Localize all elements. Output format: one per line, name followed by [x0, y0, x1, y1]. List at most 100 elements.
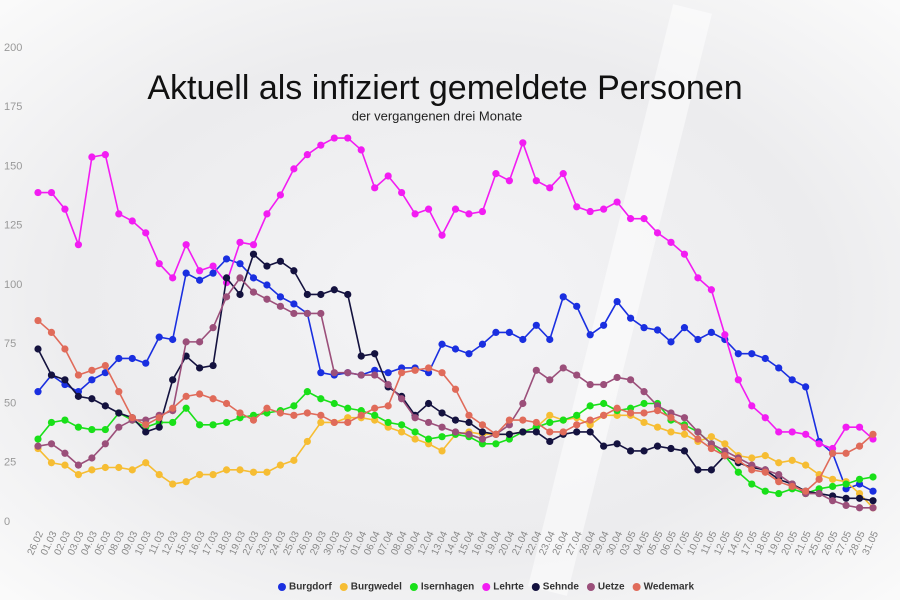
- point: [182, 478, 190, 486]
- point: [613, 440, 621, 448]
- point: [600, 321, 608, 329]
- point: [680, 447, 689, 455]
- y-tick-label: 125: [4, 220, 22, 232]
- point: [451, 345, 460, 353]
- point: [169, 376, 177, 384]
- point: [115, 463, 123, 472]
- point: [667, 238, 675, 246]
- point: [694, 274, 702, 282]
- point: [748, 466, 756, 474]
- point: [775, 471, 783, 479]
- point: [411, 435, 419, 443]
- point: [34, 345, 42, 353]
- point: [317, 369, 325, 377]
- point: [532, 366, 540, 374]
- point: [600, 411, 608, 419]
- point: [424, 435, 433, 443]
- point: [492, 170, 500, 178]
- point: [371, 184, 379, 192]
- point: [74, 392, 83, 400]
- point: [330, 369, 338, 377]
- point: [707, 286, 715, 294]
- point: [721, 440, 729, 448]
- y-tick-label: 0: [4, 516, 10, 528]
- point: [600, 380, 608, 389]
- point: [344, 418, 352, 427]
- point: [424, 399, 433, 408]
- point: [586, 402, 594, 410]
- point: [276, 293, 285, 301]
- point: [182, 241, 190, 249]
- point: [680, 414, 689, 422]
- point: [438, 340, 446, 348]
- point: [142, 359, 150, 367]
- point: [788, 428, 796, 436]
- point: [88, 376, 96, 384]
- legend-label: Sehnde: [543, 582, 580, 593]
- point: [600, 399, 608, 408]
- point: [775, 478, 783, 486]
- point: [451, 428, 460, 436]
- point: [303, 151, 311, 159]
- legend-marker: [409, 583, 418, 591]
- point: [222, 274, 231, 282]
- point: [505, 416, 513, 424]
- point: [115, 210, 123, 218]
- point: [47, 371, 56, 379]
- point: [142, 428, 150, 436]
- point: [317, 290, 325, 299]
- point: [707, 444, 715, 453]
- point: [842, 501, 850, 510]
- point: [492, 430, 500, 438]
- point: [398, 395, 406, 403]
- point: [721, 452, 729, 460]
- point: [303, 437, 311, 446]
- point: [276, 257, 285, 265]
- point: [74, 461, 83, 469]
- legend-label: Uetze: [598, 582, 625, 593]
- y-tick-label: 75: [4, 338, 16, 350]
- legend-marker: [531, 583, 540, 591]
- point: [263, 262, 271, 270]
- point: [74, 241, 83, 249]
- point: [613, 404, 621, 412]
- point: [155, 423, 163, 431]
- point: [209, 471, 217, 479]
- point: [626, 215, 635, 223]
- point: [640, 447, 648, 455]
- point: [869, 473, 877, 481]
- point: [263, 281, 271, 289]
- point: [788, 482, 796, 491]
- point: [586, 380, 594, 389]
- point: [640, 215, 648, 223]
- point: [411, 366, 419, 374]
- point: [276, 461, 285, 469]
- point: [61, 376, 69, 384]
- legend-marker: [632, 583, 641, 591]
- point: [290, 267, 298, 275]
- point: [613, 297, 621, 306]
- point: [626, 447, 635, 455]
- point: [465, 350, 473, 358]
- point: [47, 459, 56, 467]
- point: [626, 409, 635, 417]
- point: [451, 385, 460, 393]
- point: [101, 440, 109, 448]
- point: [734, 376, 742, 384]
- point: [505, 328, 513, 336]
- point: [815, 440, 823, 448]
- point: [34, 388, 42, 396]
- point: [721, 331, 729, 339]
- point: [694, 335, 702, 344]
- point: [667, 338, 675, 346]
- point: [61, 461, 69, 469]
- point: [384, 172, 392, 180]
- y-tick-label: 25: [4, 457, 16, 469]
- point: [330, 134, 338, 142]
- point: [775, 428, 783, 436]
- point: [209, 361, 217, 370]
- point: [546, 184, 554, 192]
- point: [357, 146, 365, 154]
- point: [559, 416, 567, 424]
- point: [88, 395, 96, 403]
